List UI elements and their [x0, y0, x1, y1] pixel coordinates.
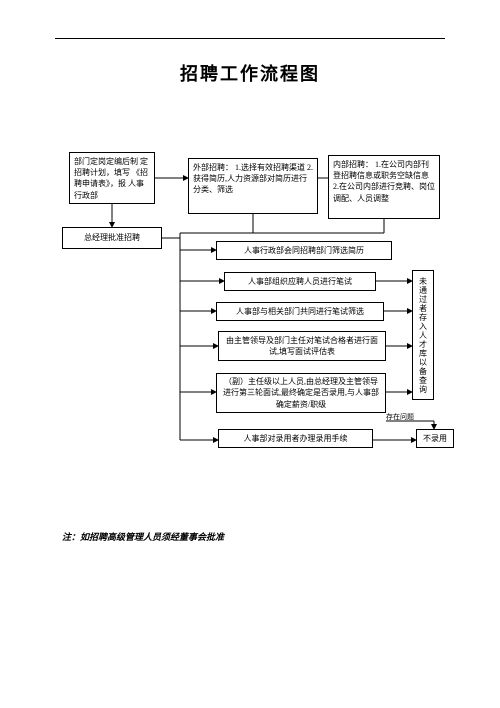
- node-interview: 由主管领导及部门主任对笔试合格者进行面试,填写面试评估表: [218, 331, 386, 361]
- node-hire: 人事部对录用者办理录用手续: [218, 429, 373, 448]
- label-problem: 存在问题: [386, 412, 414, 422]
- page-top-rule: [55, 38, 445, 39]
- footnote: 注：如招聘高级管理人员须经董事会批准: [62, 530, 224, 543]
- node-screen-resumes: 人事行政部会同招聘部门筛选简历: [216, 241, 392, 260]
- node-archive-vertical: 未通过者存入人才库以备查询: [412, 270, 434, 400]
- node-exam-filter: 人事部与相关部门共同进行笔试筛选: [216, 302, 384, 321]
- node-third-interview: （副）主任级以上人员,由总经理及主管领导进行第三轮面试,最终确定是否录用,与人事…: [216, 373, 386, 413]
- node-reject: 不录用: [416, 429, 454, 448]
- node-written-exam: 人事部组织应聘人员进行笔试: [224, 272, 376, 291]
- node-start: 部门定岗定编后制 定招聘计划，填写 《招聘申请表》，报 人事行政部: [69, 152, 155, 204]
- node-external-recruit: 外部招聘： 1.选择有效招聘渠道 2.获得简历,人力资源部对简历进行分类、筛选: [188, 158, 318, 214]
- node-approve: 总经理批准招聘: [62, 227, 162, 249]
- node-internal-recruit: 内部招聘： 1.在公司内部刊登招聘信息或职务空缺信息 2.在公司内部进行竞聘、岗…: [328, 155, 440, 219]
- page-title: 招聘工作流程图: [0, 60, 500, 86]
